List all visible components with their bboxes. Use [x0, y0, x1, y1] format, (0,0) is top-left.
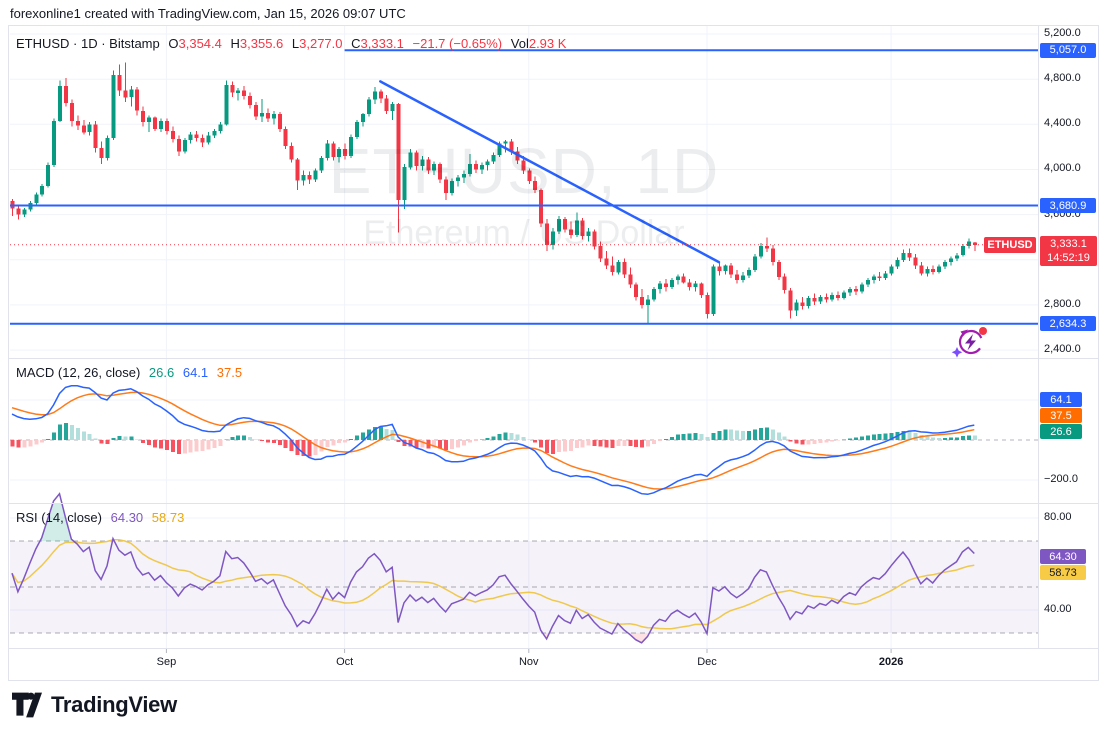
price-tick-label: 4,000.0 — [1044, 162, 1081, 175]
symbol-legend[interactable]: ETHUSD · 1D · Bitstamp O3,354.4 H3,355.6… — [16, 36, 571, 51]
rsi-axis-tag: 58.73 — [1040, 565, 1086, 581]
ohlc-close-label: C — [351, 36, 361, 51]
last-price-symbol-text: ETHUSD — [987, 238, 1033, 251]
ohlc-open-value: 3,354.4 — [178, 36, 222, 51]
macd-params: (12, 26, close) — [57, 365, 141, 380]
symbol-title[interactable]: ETHUSD · 1D · Bitstamp — [16, 36, 160, 51]
macd-tick-label: −200.0 — [1044, 473, 1078, 485]
ohlc-high-label: H — [230, 36, 240, 51]
macd-line-value: 64.1 — [182, 365, 209, 380]
tradingview-logo-text: TradingView — [51, 692, 177, 717]
macd-signal-value: 37.5 — [216, 365, 243, 380]
bar-countdown: 14:52:19 — [1047, 251, 1090, 264]
price-tick-label: 5,200.0 — [1044, 27, 1081, 40]
price-tick-label: 2,800.0 — [1044, 297, 1081, 310]
macd-legend[interactable]: MACD (12, 26, close) 26.6 64.1 37.5 — [16, 365, 247, 380]
attribution-note: forexonline1 created with TradingView.co… — [10, 6, 406, 21]
macd-axis-tag: 64.1 — [1040, 392, 1082, 407]
ohlc-low-label: L — [291, 36, 300, 51]
time-axis-label[interactable]: Nov — [518, 656, 539, 668]
price-line-tag: 3,680.9 — [1040, 198, 1096, 213]
price-tick-label: 4,400.0 — [1044, 117, 1081, 130]
volume-value: 2.93 K — [528, 36, 567, 51]
price-line-tag: 5,057.0 — [1040, 42, 1096, 58]
time-axis-label[interactable]: Oct — [336, 656, 354, 668]
rsi-axis-tag: 64.30 — [1040, 549, 1086, 565]
ohlc-close-value: 3,333.1 — [360, 36, 404, 51]
time-axis-label[interactable]: Dec — [697, 656, 717, 668]
price-tick-label: 4,800.0 — [1044, 72, 1081, 85]
macd-axis-tag: 37.5 — [1040, 408, 1082, 423]
price-tick-label: 2,400.0 — [1044, 343, 1081, 356]
last-price-axis-label: 3,333.1 14:52:19 — [1040, 235, 1097, 266]
macd-title[interactable]: MACD — [16, 365, 55, 380]
time-axis-label[interactable]: Sep — [156, 656, 177, 668]
ohlc-high-value: 3,355.6 — [239, 36, 284, 51]
ohlc-open-label: O — [168, 36, 179, 51]
change-value: −21.7 (−0.65%) — [412, 36, 503, 51]
time-axis-label[interactable]: 2026 — [878, 656, 904, 668]
tradingview-logo[interactable]: TradingView — [12, 692, 177, 718]
rsi-value: 64.30 — [110, 510, 144, 525]
last-price-value: 3,333.1 — [1050, 237, 1087, 250]
rsi-ma-value: 58.73 — [151, 510, 185, 525]
rsi-title[interactable]: RSI — [16, 510, 38, 525]
rsi-tick-label: 40.00 — [1044, 603, 1072, 615]
volume-label: Vol — [510, 36, 529, 51]
rsi-legend[interactable]: RSI (14, close) 64.30 58.73 — [16, 510, 189, 525]
rsi-tick-label: 80.00 — [1044, 511, 1072, 523]
instant-order-lightning-icon[interactable] — [950, 324, 990, 360]
price-line-tag: 2,634.3 — [1040, 316, 1096, 332]
macd-hist-value: 26.6 — [148, 365, 175, 380]
ohlc-low-value: 3,277.0 — [299, 36, 343, 51]
macd-axis-tag: 26.6 — [1040, 424, 1082, 439]
last-price-symbol-tag: ETHUSD — [984, 236, 1036, 253]
rsi-params: (14, close) — [41, 510, 102, 525]
tradingview-logo-icon — [12, 692, 42, 718]
